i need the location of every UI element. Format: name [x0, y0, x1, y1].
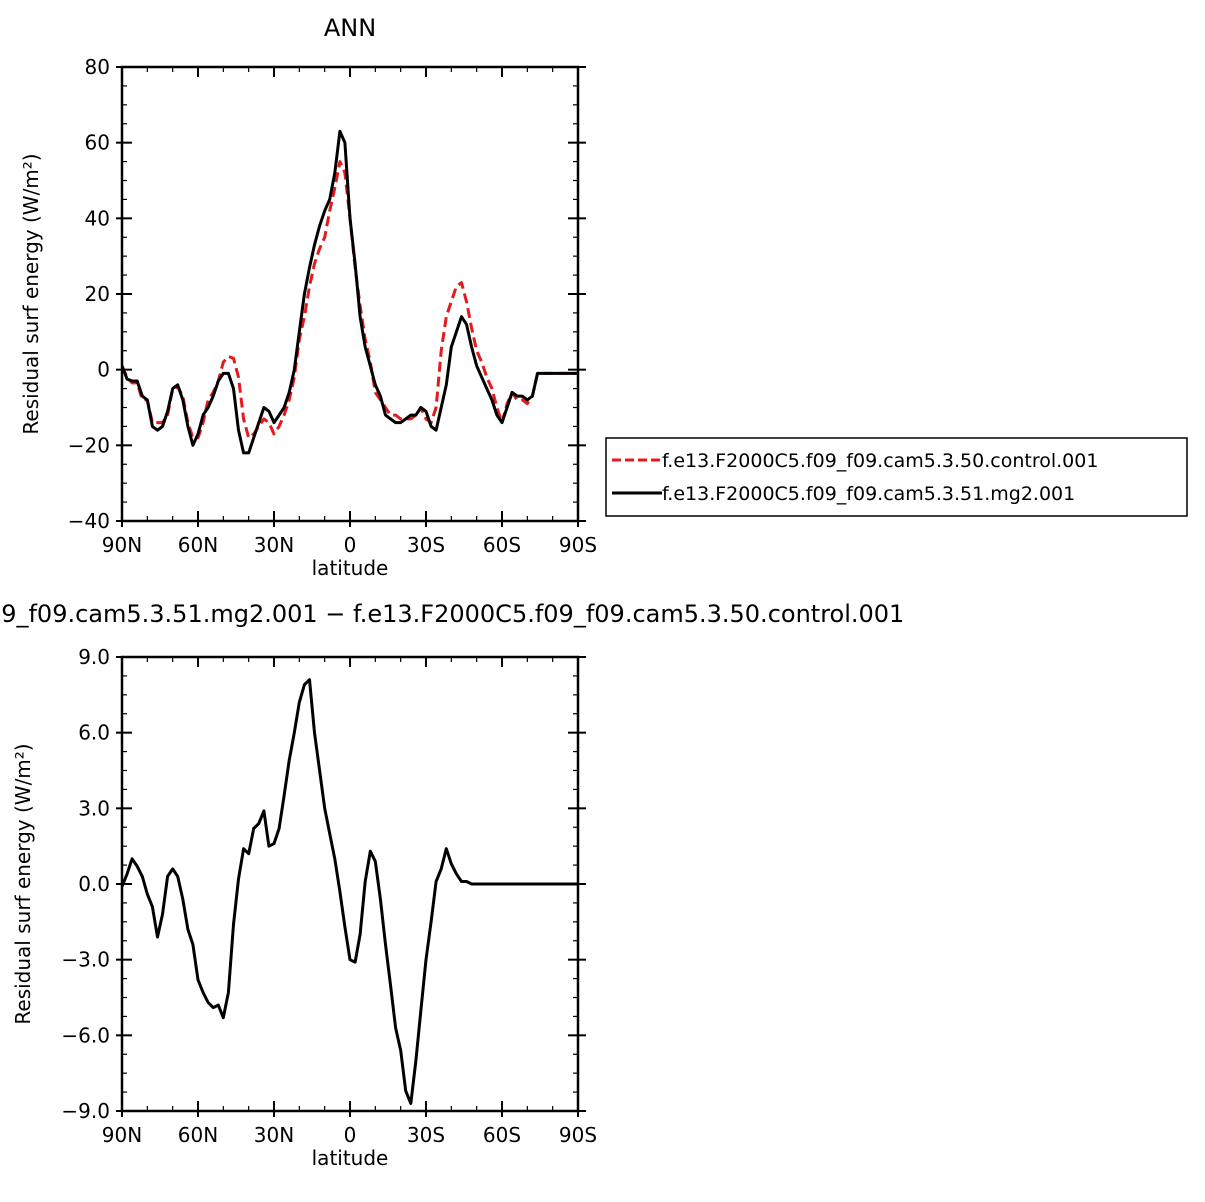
y-tick-label: 0	[97, 358, 110, 382]
chart-panel-1: ANN 90N 60N 30N 0 30S 60S 90S 80 60 40 20 0 −20 −40 lat…	[19, 14, 1188, 580]
y-tick-label: 0.0	[78, 872, 110, 896]
x-tick-label: 60S	[483, 1123, 521, 1147]
chart-panel-2: f.e13.F2000C5.f09_f09.cam5.3.51.mg2.001 …	[0, 600, 904, 1170]
chart-title: ANN	[324, 14, 376, 42]
legend-box	[605, 437, 1188, 517]
x-tick-label: 0	[344, 533, 357, 557]
legend-label-2: f.e13.F2000C5.f09_f09.cam5.3.51.mg2.001	[662, 483, 1075, 505]
y-tick-label: 60	[85, 131, 110, 155]
x-axis-label: latitude	[312, 556, 389, 580]
y-tick-label: −3.0	[61, 948, 110, 972]
x-tick-label: 0	[344, 1123, 357, 1147]
y-tick-label: 20	[85, 282, 110, 306]
y-tick-label: 6.0	[78, 721, 110, 745]
y-tick-label: −9.0	[61, 1099, 110, 1123]
x-axis-label: latitude	[312, 1146, 389, 1170]
x-tick-label: 90S	[559, 1123, 597, 1147]
series-line-2	[122, 129, 578, 455]
x-tick-label: 60S	[483, 533, 521, 557]
y-tick-label: 9.0	[78, 645, 110, 669]
x-tick-label: 60N	[178, 1123, 218, 1147]
y-tick-label: −6.0	[61, 1023, 110, 1047]
plot-frame	[120, 65, 580, 523]
x-tick-label: 30S	[407, 1123, 445, 1147]
plot-frame	[120, 655, 580, 1113]
x-tick-label: 90S	[559, 533, 597, 557]
legend: f.e13.F2000C5.f09_f09.cam5.3.50.control.…	[605, 437, 1188, 517]
y-tick-label: −40	[68, 509, 110, 533]
x-tick-label: 60N	[178, 533, 218, 557]
x-tick-label: 90N	[102, 1123, 142, 1147]
legend-label-1: f.e13.F2000C5.f09_f09.cam5.3.50.control.…	[662, 450, 1098, 472]
chart-title: f.e13.F2000C5.f09_f09.cam5.3.51.mg2.001 …	[0, 600, 904, 628]
y-axis-label: Residual surf energy (W/m²)	[19, 153, 43, 434]
x-tick-label: 90N	[102, 533, 142, 557]
y-tick-label: 80	[85, 55, 110, 79]
y-tick-label: 40	[85, 206, 110, 230]
x-tick-label: 30S	[407, 533, 445, 557]
y-tick-label: −20	[68, 433, 110, 457]
x-tick-label: 30N	[254, 1123, 294, 1147]
y-tick-label: 3.0	[78, 796, 110, 820]
x-tick-label: 30N	[254, 533, 294, 557]
series-line-1	[122, 678, 578, 1105]
y-axis-label: Residual surf energy (W/m²)	[11, 743, 35, 1024]
